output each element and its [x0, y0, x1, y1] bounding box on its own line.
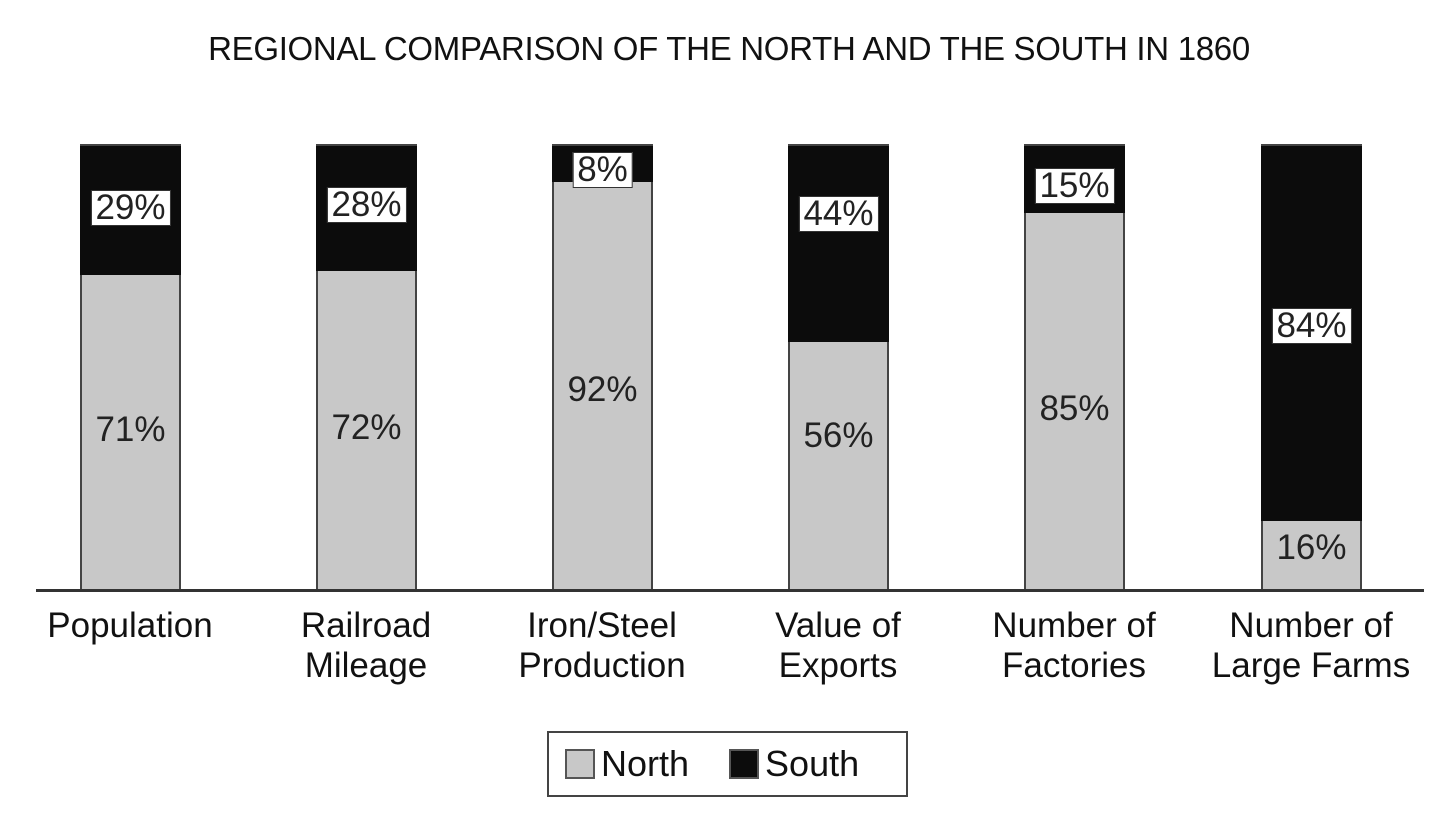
category-label-line: Mileage — [304, 646, 428, 685]
category-label-line: Iron/Steel — [527, 606, 677, 645]
x-axis-line — [36, 589, 1424, 592]
south-value-label: 29% — [90, 190, 171, 226]
south-value-label: 15% — [1034, 168, 1115, 204]
category-label-line: Value of — [775, 606, 901, 645]
category-label-line: Production — [518, 646, 686, 685]
legend-item-south: South — [729, 743, 859, 785]
category-label-line: Large Farms — [1211, 646, 1411, 685]
north-swatch — [565, 749, 595, 779]
north-value-label: 71% — [95, 410, 166, 449]
category-label-line: Exports — [778, 646, 898, 685]
north-value-label: 72% — [331, 408, 402, 447]
category-label: Number of Factories — [954, 606, 1194, 686]
category-label-line: Number of — [992, 606, 1156, 645]
category-label: Railroad Mileage — [246, 606, 486, 686]
bar-3: 44% 56% — [788, 144, 889, 590]
bar-2: 8% 92% — [552, 144, 653, 590]
category-label-line: Population — [47, 606, 213, 645]
bar-0: 29% 71% — [80, 144, 181, 590]
category-label: Value of Exports — [718, 606, 958, 686]
south-value-label: 44% — [798, 196, 879, 232]
legend-label-south: South — [765, 743, 860, 784]
south-swatch — [729, 749, 760, 779]
category-label: Population — [10, 606, 250, 646]
legend-label-north: North — [601, 743, 690, 784]
north-value-label: 85% — [1039, 389, 1110, 428]
north-value-label: 56% — [803, 416, 874, 455]
chart-title: REGIONAL COMPARISON OF THE NORTH AND THE… — [208, 30, 1250, 67]
category-label-line: Railroad — [300, 606, 432, 645]
bar-segment-south — [788, 146, 889, 342]
bar-5: 84% 16% — [1261, 144, 1362, 590]
category-label-line: Number of — [1229, 606, 1393, 645]
north-value-label: 92% — [567, 370, 638, 409]
category-label: Number of Large Farms — [1191, 606, 1431, 686]
south-value-label: 28% — [326, 187, 407, 223]
legend: North South — [547, 731, 908, 797]
legend-item-north: North — [565, 743, 689, 785]
south-value-label: 8% — [572, 152, 633, 188]
category-label: Iron/Steel Production — [482, 606, 722, 686]
bar-1: 28% 72% — [316, 144, 417, 590]
bar-4: 15% 85% — [1024, 144, 1125, 590]
south-value-label: 84% — [1271, 308, 1352, 344]
north-value-label: 16% — [1276, 528, 1347, 567]
category-label-line: Factories — [1002, 646, 1146, 685]
